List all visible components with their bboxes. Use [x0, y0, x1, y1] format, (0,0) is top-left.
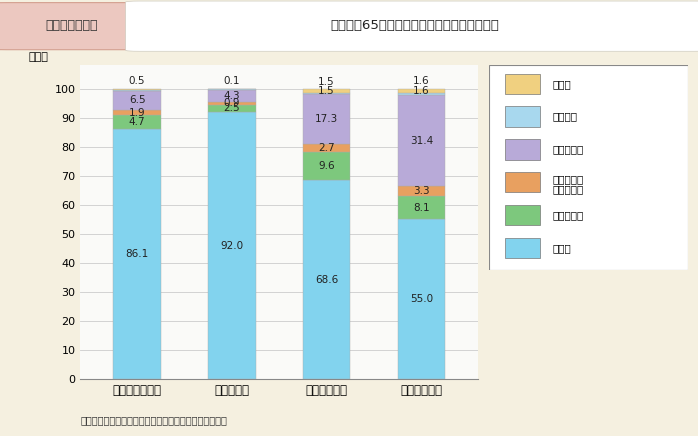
Text: 1.9: 1.9 — [129, 108, 145, 118]
Bar — [113, 129, 161, 379]
Bar — [208, 102, 255, 105]
Bar — [505, 139, 540, 160]
Text: 0.9: 0.9 — [223, 99, 240, 108]
Text: 1.5: 1.5 — [318, 77, 335, 87]
Bar — [113, 90, 161, 91]
Text: 3.3: 3.3 — [413, 186, 429, 196]
Text: 0.5: 0.5 — [129, 76, 145, 86]
Text: 55.0: 55.0 — [410, 294, 433, 304]
Bar — [303, 180, 350, 379]
Bar — [398, 196, 445, 219]
Text: 1.6: 1.6 — [413, 86, 429, 96]
Text: 4.3: 4.3 — [223, 91, 240, 101]
Text: 86.1: 86.1 — [126, 249, 149, 259]
Text: 1.5: 1.5 — [318, 86, 335, 96]
Text: 68.6: 68.6 — [315, 275, 339, 285]
Bar — [208, 105, 255, 112]
Text: 持ち家: 持ち家 — [552, 243, 571, 253]
Bar — [505, 205, 540, 225]
Bar — [303, 93, 350, 94]
Bar — [505, 238, 540, 258]
Bar — [113, 89, 161, 90]
Text: 6.5: 6.5 — [129, 95, 145, 106]
Text: 1.6: 1.6 — [413, 76, 429, 86]
Text: 9.6: 9.6 — [318, 161, 335, 171]
Text: 4.7: 4.7 — [129, 117, 145, 127]
Text: 2.5: 2.5 — [223, 103, 240, 113]
Text: 民営の借家: 民営の借家 — [552, 144, 584, 154]
Text: 8.1: 8.1 — [413, 203, 429, 213]
Bar — [398, 93, 445, 95]
Text: 都市機構・: 都市機構・ — [552, 174, 584, 184]
Text: 高齢者（65歳以上）の世帯類型別住居の状況: 高齢者（65歳以上）の世帯類型別住居の状況 — [331, 19, 500, 32]
Bar — [398, 186, 445, 196]
Text: 間借り: 間借り — [552, 79, 571, 89]
FancyBboxPatch shape — [0, 3, 157, 50]
Bar — [303, 144, 350, 152]
Text: 公営の借家: 公営の借家 — [552, 210, 584, 220]
Bar — [398, 219, 445, 379]
Bar — [303, 89, 350, 93]
Bar — [505, 106, 540, 127]
Bar — [113, 110, 161, 116]
Bar — [208, 89, 255, 102]
Bar — [505, 74, 540, 94]
FancyBboxPatch shape — [126, 1, 698, 51]
Text: 第１－４－８図: 第１－４－８図 — [45, 19, 98, 32]
Text: 2.7: 2.7 — [318, 143, 335, 153]
Bar — [113, 116, 161, 129]
Text: 17.3: 17.3 — [315, 114, 339, 124]
Text: 31.4: 31.4 — [410, 136, 433, 146]
Bar — [398, 95, 445, 186]
Text: （％）: （％） — [29, 52, 48, 62]
Bar — [505, 172, 540, 192]
Text: 92.0: 92.0 — [221, 241, 244, 251]
Bar — [208, 112, 255, 379]
Text: 公社の借家: 公社の借家 — [552, 184, 584, 194]
Bar — [303, 94, 350, 144]
Bar — [113, 91, 161, 110]
Text: 給与住宅: 給与住宅 — [552, 112, 577, 122]
Bar — [398, 89, 445, 93]
Bar — [303, 152, 350, 180]
Text: 0.1: 0.1 — [223, 76, 240, 86]
Text: （備考）総務省「国勢調査」（平成１７年）より作成。: （備考）総務省「国勢調査」（平成１７年）より作成。 — [80, 415, 227, 425]
